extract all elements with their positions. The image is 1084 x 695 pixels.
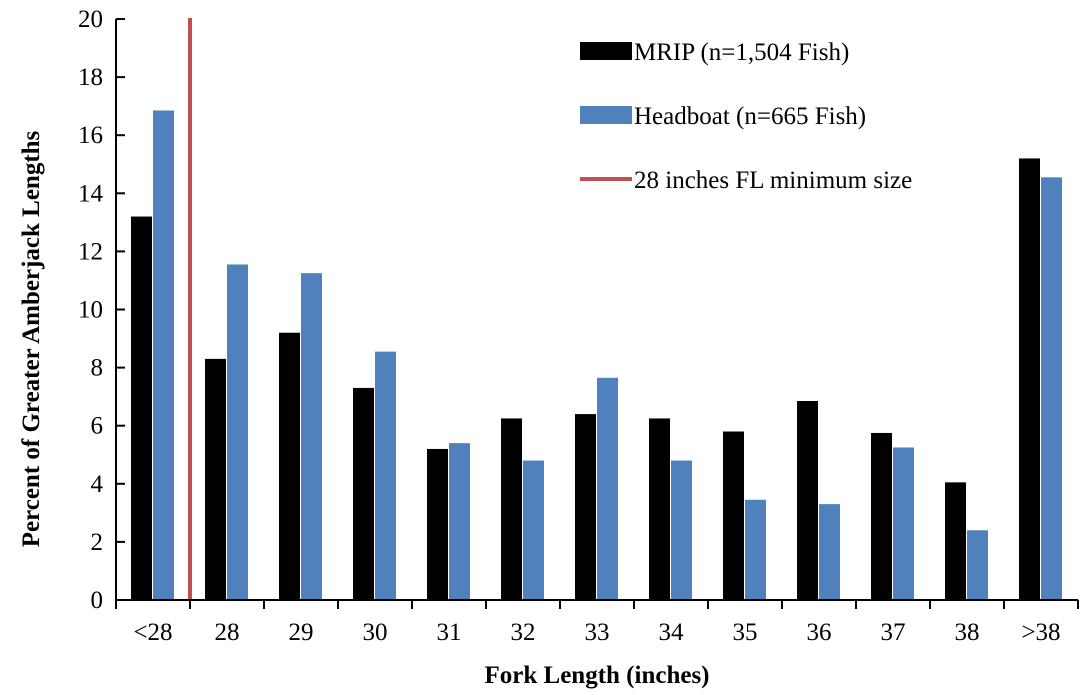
bar-headboat-6	[597, 377, 618, 600]
x-tick-label-4: 31	[437, 619, 462, 646]
legend-item-mrip-swatch	[580, 42, 632, 60]
bar-mrip-6	[575, 414, 596, 600]
bar-mrip-7	[649, 418, 670, 600]
x-tick-label-0: <28	[133, 619, 172, 646]
legend-item-mrip: MRIP (n=1,504 Fish)	[580, 39, 849, 66]
y-tick-label-7: 14	[78, 180, 104, 207]
axes-layer	[115, 18, 1079, 609]
bar-headboat-1	[227, 264, 248, 600]
bar-mrip-11	[945, 482, 966, 600]
x-tick-label-2: 29	[289, 619, 314, 646]
legend-item-minimum-size: 28 inches FL minimum size	[580, 167, 912, 194]
legend-item-minimum-size-label: 28 inches FL minimum size	[634, 167, 912, 194]
y-tick-label-6: 12	[78, 238, 103, 265]
legend-item-mrip-label: MRIP (n=1,504 Fish)	[634, 39, 849, 66]
bar-headboat-0	[153, 110, 174, 600]
bar-headboat-7	[671, 460, 692, 600]
bar-mrip-1	[205, 358, 226, 600]
x-tick-label-6: 33	[585, 619, 610, 646]
x-tick-label-12: >38	[1021, 619, 1060, 646]
tick-labels-layer: 0 2 4 6 8 10 12 14 16 18 20 <28 28 29 30 31 32 33 34 35 36 37…	[78, 6, 1061, 646]
y-tick-label-2: 4	[91, 471, 104, 498]
y-tick-label-4: 8	[91, 355, 104, 382]
bar-mrip-3	[353, 387, 374, 600]
x-tick-label-5: 32	[511, 619, 536, 646]
x-tick-label-3: 30	[363, 619, 388, 646]
x-axis-title: Fork Length (inches)	[485, 662, 710, 689]
x-tick-label-7: 34	[659, 619, 685, 646]
y-tick-label-1: 2	[91, 529, 104, 556]
legend-item-headboat-swatch	[580, 106, 632, 124]
legend: MRIP (n=1,504 Fish) Headboat (n=665 Fish)…	[580, 39, 912, 194]
bar-headboat-10	[893, 447, 914, 600]
bar-headboat-11	[967, 530, 988, 600]
x-tick-label-8: 35	[733, 619, 758, 646]
bar-mrip-4	[427, 448, 448, 600]
y-tick-label-10: 20	[78, 6, 103, 33]
x-tick-label-9: 36	[807, 619, 832, 646]
legend-item-headboat: Headboat (n=665 Fish)	[580, 103, 866, 130]
bar-headboat-4	[449, 443, 470, 600]
bar-headboat-12	[1041, 177, 1062, 600]
bar-headboat-3	[375, 351, 396, 600]
bar-headboat-2	[301, 273, 322, 600]
bar-mrip-12	[1019, 158, 1040, 600]
y-axis-title: Percent of Greater Amberjack Lengths	[18, 130, 45, 547]
bar-mrip-5	[501, 418, 522, 600]
bars-layer	[131, 110, 1062, 601]
bar-mrip-0	[131, 216, 152, 601]
y-tick-label-0: 0	[91, 587, 104, 614]
y-tick-label-9: 18	[78, 64, 103, 91]
bar-headboat-5	[523, 460, 544, 600]
legend-item-headboat-label: Headboat (n=665 Fish)	[634, 103, 866, 130]
x-tick-label-1: 28	[215, 619, 240, 646]
y-tick-label-8: 16	[78, 122, 103, 149]
x-tick-label-10: 37	[881, 619, 906, 646]
bar-mrip-10	[871, 432, 892, 600]
bar-headboat-8	[745, 499, 766, 600]
x-tick-label-11: 38	[955, 619, 980, 646]
bar-mrip-8	[723, 431, 744, 600]
bar-headboat-9	[819, 504, 840, 600]
bar-mrip-9	[797, 401, 818, 600]
bar-mrip-2	[279, 332, 300, 600]
y-tick-label-5: 10	[78, 297, 103, 324]
y-tick-label-3: 6	[91, 413, 104, 440]
